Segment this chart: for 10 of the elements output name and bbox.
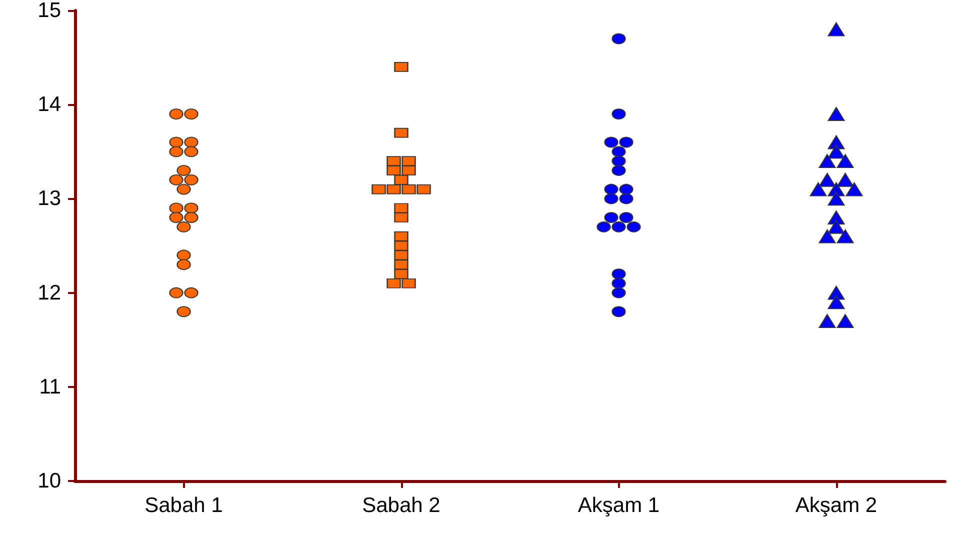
y-tick-label: 12 xyxy=(38,281,61,304)
y-tick-label: 14 xyxy=(38,93,62,116)
y-tick-label: 13 xyxy=(38,187,61,210)
x-tick-label: Akşam 1 xyxy=(578,494,660,517)
x-tick-label: Sabah 2 xyxy=(362,494,440,517)
x-tick-label: Sabah 1 xyxy=(144,494,223,517)
y-tick-label: 15 xyxy=(38,0,61,22)
y-tick-label: 11 xyxy=(39,375,61,398)
x-tick-label: Akşam 2 xyxy=(795,494,878,517)
y-tick-label: 10 xyxy=(38,470,61,492)
